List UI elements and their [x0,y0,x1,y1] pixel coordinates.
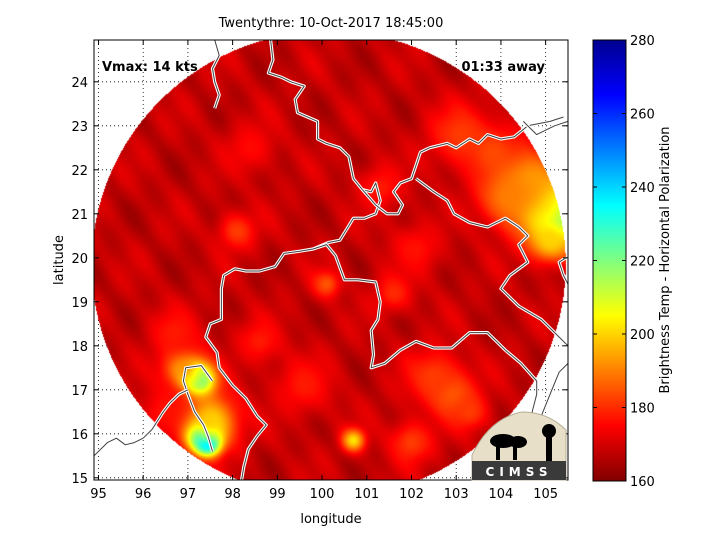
colorbar-label: Brightness Temp - Horizontal Polarizatio… [658,126,673,393]
y-tick-label: 21 [71,208,88,223]
border-line [361,147,430,215]
x-tick-label: 95 [90,487,107,502]
border-line [182,365,213,452]
border-line [415,178,568,347]
x-tick-label: 96 [135,487,152,502]
y-tick-label: 16 [71,428,88,443]
colorbar-tick-label: 200 [630,328,655,343]
y-tick-label: 15 [71,472,88,487]
x-axis-label: longitude [300,512,361,527]
colorbar-tick-label: 280 [630,34,655,49]
x-tick-label: 101 [354,487,379,502]
border-line [522,120,568,136]
x-tick-label: 99 [269,487,286,502]
x-tick-label: 103 [444,487,469,502]
border-line [212,40,220,109]
border-line [312,244,551,435]
border-line [94,437,144,457]
colorbar-tick-label: 240 [630,181,655,196]
x-tick-label: 100 [310,487,335,502]
y-tick-label: 23 [71,120,88,135]
colorbar-tick-label: 180 [630,402,655,417]
y-tick-label: 20 [71,252,88,267]
y-tick-label: 24 [71,76,88,91]
x-tick-label: 102 [399,487,424,502]
brightness-temp-swath [94,40,568,480]
x-tick-label: 98 [224,487,241,502]
border-line [429,116,564,149]
logo-text: CIMSS [486,465,553,479]
chart-title: Twentythre: 10-Oct-2017 18:45:00 [218,16,444,31]
axes-frame [93,39,569,481]
time-away-annotation: 01:33 away [461,60,545,75]
axis-ticks: 95 96 97 98 99 100 101 102 103 104 105 15 16 17 18 19 20… [71,40,568,502]
cimss-logo: CIMSS [471,411,567,481]
y-tick-label: 19 [71,296,88,311]
y-axis-label: latitude [52,235,67,285]
y-tick-label: 18 [71,340,88,355]
y-tick-label: 22 [71,164,88,179]
swath-layer [94,40,568,480]
colorbar-tick-label: 220 [630,255,655,270]
vmax-annotation: Vmax: 14 kts [102,60,198,75]
colorbar-tick-label: 160 [630,475,655,490]
colorbar-tick-label: 260 [630,108,655,123]
x-tick-label: 104 [489,487,514,502]
colorbar [592,39,627,482]
colorbar-ticks: 160 180 200 220 240 260 280 [593,34,655,490]
border-line [142,389,189,439]
country-borders [94,40,568,480]
border-line [558,257,568,285]
x-tick-label: 97 [180,487,197,502]
x-tick-label: 105 [533,487,558,502]
y-tick-label: 17 [71,384,88,399]
